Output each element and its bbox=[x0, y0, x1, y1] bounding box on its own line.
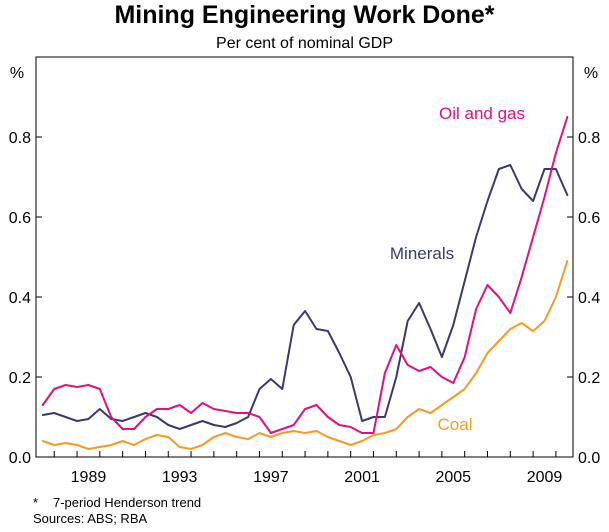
y-tick-label-left: 0.4 bbox=[9, 290, 31, 307]
x-tick-label: 2001 bbox=[344, 469, 380, 486]
series-label-minerals: Minerals bbox=[390, 244, 454, 263]
y-axis-label-left: % bbox=[10, 65, 24, 82]
footnote-marker: * bbox=[33, 495, 39, 510]
y-tick-label-right: 0.2 bbox=[578, 370, 600, 387]
x-tick-label: 2009 bbox=[527, 469, 563, 486]
chart-title: Mining Engineering Work Done* bbox=[114, 1, 494, 29]
series-label-coal: Coal bbox=[438, 415, 473, 434]
series-line-minerals bbox=[41, 164, 569, 430]
series-layer bbox=[41, 116, 569, 450]
y-tick-label-right: 0.0 bbox=[578, 450, 600, 467]
y-tick-label-left: 0.6 bbox=[9, 210, 31, 227]
chart-subtitle: Per cent of nominal GDP bbox=[216, 35, 393, 52]
series-line-oil-and-gas bbox=[41, 116, 569, 434]
y-tick-label-right: 0.8 bbox=[578, 130, 600, 147]
x-tick-label: 1989 bbox=[71, 469, 107, 486]
x-tick-label: 1997 bbox=[253, 469, 289, 486]
x-tick-label: 1993 bbox=[162, 469, 198, 486]
y-tick-label-left: 0.0 bbox=[9, 450, 31, 467]
footnote-trend-text: 7-period Henderson trend bbox=[53, 495, 202, 510]
plot-frame bbox=[35, 56, 574, 458]
footnote-trend: * 7-period Henderson trend bbox=[33, 495, 201, 510]
y-tick-label-right: 0.4 bbox=[578, 290, 600, 307]
axis-ticks: 0.0 0.0 0.2 0.2 0.4 0.4 0.6 0.6 0.8 0.8 1989 1993 19… bbox=[9, 130, 601, 486]
series-label-oil-and-gas: Oil and gas bbox=[439, 104, 525, 123]
footnote-sources: Sources: ABS; RBA bbox=[33, 511, 148, 526]
y-tick-label-right: 0.6 bbox=[578, 210, 600, 227]
series-line-coal bbox=[41, 260, 569, 450]
y-tick-label-left: 0.2 bbox=[9, 370, 31, 387]
y-tick-label-left: 0.8 bbox=[9, 130, 31, 147]
x-tick-label: 2005 bbox=[435, 469, 471, 486]
y-axis-label-right: % bbox=[584, 65, 598, 82]
